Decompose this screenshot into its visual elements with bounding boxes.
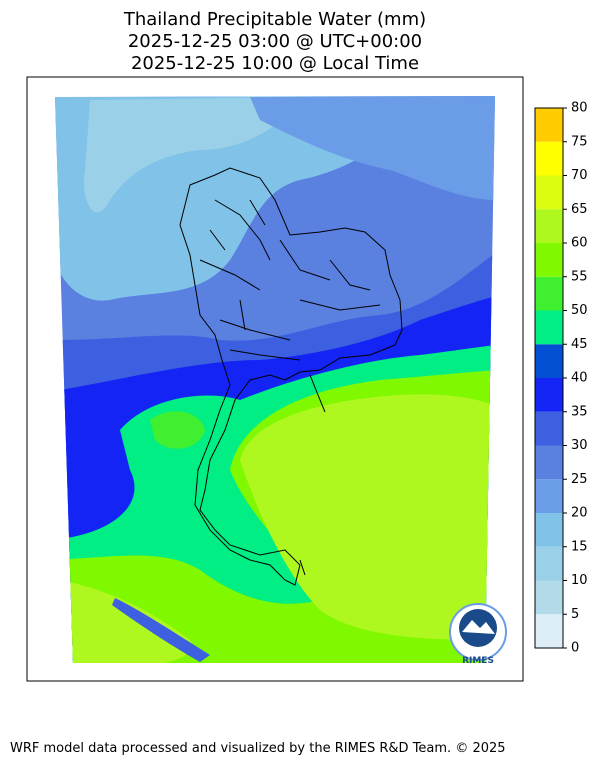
thailand-outline bbox=[179, 167, 403, 586]
logo: RIMES bbox=[449, 603, 507, 666]
colorbar-tick-label: 60 bbox=[571, 236, 588, 251]
colorbar-tick-label: 35 bbox=[571, 404, 588, 419]
colorbar-tick-label: 30 bbox=[571, 438, 588, 453]
colorbar-bin bbox=[535, 614, 563, 648]
colorbar-bin bbox=[535, 175, 563, 210]
country-boundaries bbox=[179, 167, 403, 586]
field-layer bbox=[240, 394, 495, 640]
colorbar-tick-label: 80 bbox=[571, 101, 588, 116]
title-line: Thailand Precipitable Water (mm) bbox=[123, 9, 426, 30]
colorbar-tick-label: 40 bbox=[571, 371, 588, 386]
title-line: 2025-12-25 10:00 @ Local Time bbox=[131, 53, 419, 74]
colorbar-bin bbox=[535, 546, 563, 581]
colorbar-bin bbox=[535, 580, 563, 615]
precipitable-water-field bbox=[55, 96, 495, 663]
footer-text: WRF model data processed and visualized … bbox=[10, 741, 506, 756]
colorbar-bin bbox=[535, 310, 563, 345]
colorbar-bin bbox=[535, 276, 563, 311]
colorbar-tick-label: 5 bbox=[571, 607, 579, 622]
colorbar-tick-label: 55 bbox=[571, 269, 588, 284]
colorbar-bin bbox=[535, 378, 563, 412]
colorbar-tick-label: 25 bbox=[571, 472, 588, 487]
colorbar-bin bbox=[535, 243, 563, 277]
province-boundaries bbox=[199, 199, 381, 361]
field-layer bbox=[60, 580, 192, 663]
colorbar-bin bbox=[535, 479, 563, 513]
colorbar-tick-label: 15 bbox=[571, 539, 588, 554]
colorbar-bin bbox=[535, 108, 563, 142]
colorbar-tick-label: 20 bbox=[571, 506, 588, 521]
colorbar-bin bbox=[535, 344, 563, 378]
field-layer bbox=[150, 411, 205, 449]
field-layer bbox=[84, 97, 300, 213]
logo-mountain bbox=[462, 620, 495, 634]
colorbar-tick-label: 50 bbox=[571, 303, 588, 318]
colorbar-bin bbox=[535, 209, 563, 243]
title-line: 2025-12-25 03:00 @ UTC+00:00 bbox=[128, 31, 422, 52]
colorbar-tick-label: 65 bbox=[571, 202, 588, 217]
colorbar: 0 5 10 15 20 25 30 35 40 45 50 55 60 65 70 75 80 bbox=[534, 101, 588, 656]
coast-islands bbox=[299, 374, 326, 576]
colorbar-bin bbox=[535, 411, 563, 446]
colorbar-bin bbox=[535, 513, 563, 547]
colorbar-tick-label: 75 bbox=[571, 134, 588, 149]
field-layer bbox=[250, 96, 495, 200]
colorbar-bin bbox=[535, 445, 563, 480]
colorbar-tick-label: 10 bbox=[571, 573, 588, 588]
colorbar-tick-label: 45 bbox=[571, 337, 588, 352]
colorbar-tick-label: 70 bbox=[571, 168, 588, 183]
colorbar-bin bbox=[535, 141, 563, 176]
colorbar-tick-label: 0 bbox=[571, 641, 579, 656]
field-layer bbox=[112, 598, 210, 662]
logo-label: RIMES bbox=[462, 656, 494, 666]
